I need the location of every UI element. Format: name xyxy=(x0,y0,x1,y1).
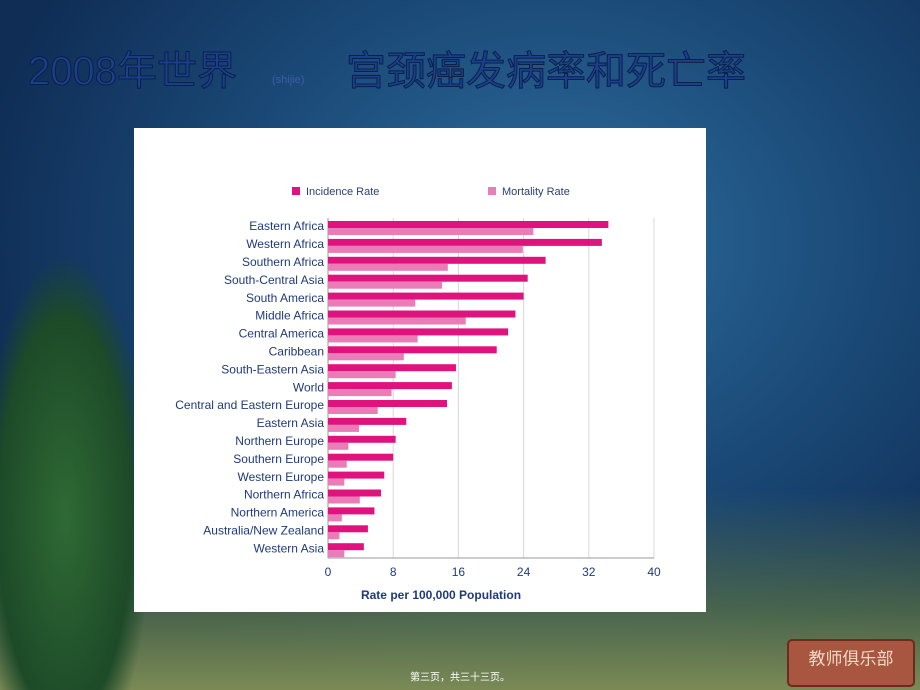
chart: 0 8 16 24 32 40 Rate per 100,000 Population Inc… xyxy=(175,186,661,602)
bar xyxy=(328,382,452,390)
x-tick-label: 0 xyxy=(325,565,332,579)
footer: 第三页，共三十三页。 xyxy=(410,671,510,684)
bar xyxy=(328,489,381,497)
y-tick-label: Middle Africa xyxy=(255,309,324,323)
background-plant xyxy=(0,260,150,690)
bar xyxy=(328,346,497,354)
bar xyxy=(328,435,396,443)
bar xyxy=(328,221,609,228)
y-tick-label: Western Africa xyxy=(246,237,324,251)
bar xyxy=(328,442,349,450)
bar xyxy=(328,400,447,407)
bar xyxy=(328,335,418,343)
bar xyxy=(328,453,394,461)
bar xyxy=(328,550,345,558)
y-tick-label: World xyxy=(293,380,324,394)
y-tick-label: Eastern Africa xyxy=(249,219,324,233)
bar xyxy=(328,424,359,432)
x-tick-label: 40 xyxy=(647,565,661,579)
legend-label: Mortality Rate xyxy=(502,186,570,198)
y-tick-label: South America xyxy=(246,291,324,305)
bar xyxy=(328,389,392,397)
y-tick-label: Southern Europe xyxy=(233,452,324,466)
y-tick-label: Australia/New Zealand xyxy=(203,523,324,537)
legend-swatch xyxy=(292,187,300,195)
bar xyxy=(328,371,396,379)
y-tick-label: Central and Eastern Europe xyxy=(175,398,324,412)
bar xyxy=(328,496,360,504)
bar xyxy=(328,353,404,361)
x-axis-label: Rate per 100,000 Population xyxy=(361,588,521,602)
bar xyxy=(328,417,407,425)
legend-swatch xyxy=(488,187,496,195)
bar xyxy=(328,364,456,372)
x-tick-label: 24 xyxy=(517,565,531,579)
bar xyxy=(328,299,416,307)
y-tick-label: Western Asia xyxy=(254,541,325,555)
bar xyxy=(328,274,528,282)
title-part: 宫颈癌发病率和死亡率 xyxy=(346,50,746,94)
x-tick-label: 8 xyxy=(390,565,397,579)
logo-box xyxy=(787,639,915,687)
bar xyxy=(328,478,345,486)
bar xyxy=(328,507,375,515)
bar xyxy=(328,228,534,235)
x-tick-label: 32 xyxy=(582,565,596,579)
bar xyxy=(328,543,364,551)
bar xyxy=(328,460,347,468)
bar xyxy=(328,238,602,246)
bar xyxy=(328,263,448,271)
y-tick-label: South-Central Asia xyxy=(224,273,324,287)
bar xyxy=(328,471,385,479)
y-tick-label: Southern Africa xyxy=(242,255,324,269)
title-note: (shijie) xyxy=(272,74,304,86)
y-tick-label: Northern Africa xyxy=(244,488,324,502)
y-tick-label: Caribbean xyxy=(269,344,324,358)
y-tick-label: Western Europe xyxy=(238,470,325,484)
bar xyxy=(328,310,516,318)
title-part: 2008年世界 xyxy=(28,50,237,94)
bar xyxy=(328,292,524,300)
bar xyxy=(328,256,546,264)
bar xyxy=(328,532,340,540)
x-tick-label: 16 xyxy=(452,565,466,579)
y-tick-label: Northern America xyxy=(231,506,325,520)
bar xyxy=(328,317,466,325)
y-tick-label: Central America xyxy=(239,327,325,341)
y-tick-label: Eastern Asia xyxy=(257,416,325,430)
logo: 教师俱乐部 xyxy=(809,649,894,668)
legend-label: Incidence Rate xyxy=(306,186,379,198)
bar xyxy=(328,407,378,414)
bar xyxy=(328,245,523,253)
bar xyxy=(328,281,443,289)
bar xyxy=(328,514,342,522)
y-tick-label: Northern Europe xyxy=(235,434,324,448)
bar xyxy=(328,328,509,336)
bar xyxy=(328,525,368,533)
y-tick-label: South-Eastern Asia xyxy=(221,362,324,376)
